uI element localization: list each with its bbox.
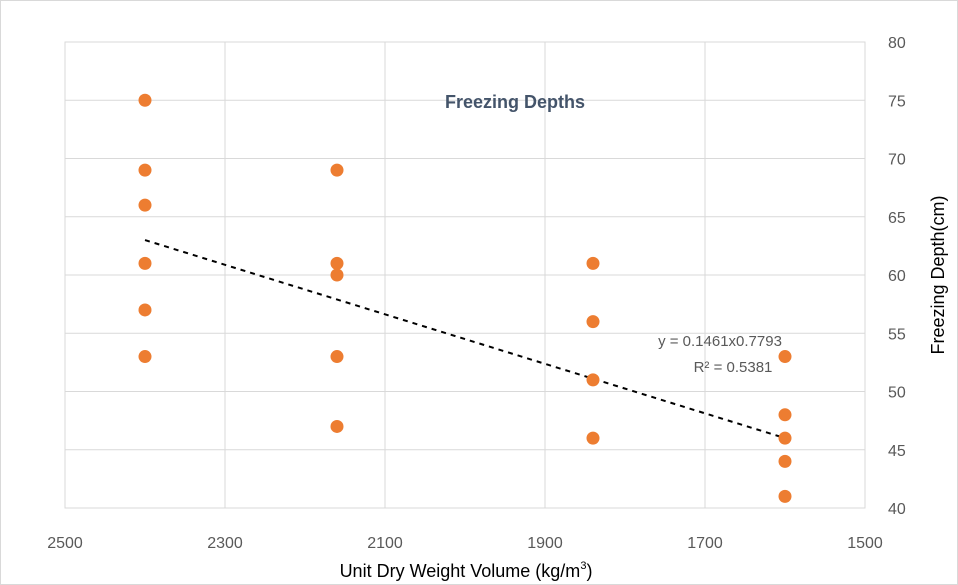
data-point <box>778 489 792 503</box>
y-tick-label: 40 <box>888 501 906 518</box>
data-point <box>138 198 152 212</box>
trendline-r-squared: R² = 0.5381 <box>694 359 773 376</box>
x-tick-label: 1900 <box>527 535 563 552</box>
data-point <box>138 350 152 364</box>
x-axis-title-main: Unit Dry Weight Volume (kg/m <box>340 561 581 581</box>
data-point <box>778 454 792 468</box>
data-point <box>138 303 152 317</box>
y-tick-label: 65 <box>888 210 906 227</box>
y-tick-label: 50 <box>888 385 906 402</box>
x-tick-label: 1500 <box>847 535 883 552</box>
data-point <box>330 268 344 282</box>
data-point <box>138 256 152 270</box>
data-point <box>330 256 344 270</box>
y-tick-label: 45 <box>888 443 906 460</box>
chart-title: Freezing Depths <box>445 92 585 112</box>
data-point <box>586 431 600 445</box>
data-point <box>138 163 152 177</box>
data-point <box>330 419 344 433</box>
data-point <box>778 431 792 445</box>
data-point <box>330 163 344 177</box>
data-point <box>138 93 152 107</box>
trendline-equation: y = 0.1461x0.7793 <box>658 333 782 350</box>
data-point <box>330 350 344 364</box>
data-point <box>586 256 600 270</box>
y-tick-label: 75 <box>888 93 906 110</box>
x-tick-label: 2300 <box>207 535 243 552</box>
data-point <box>586 373 600 387</box>
data-point <box>778 350 792 364</box>
y-axis-title: Freezing Depth(cm) <box>928 195 948 354</box>
x-tick-label: 2100 <box>367 535 403 552</box>
y-tick-label: 60 <box>888 268 906 285</box>
x-axis-title: Unit Dry Weight Volume (kg/m3) <box>340 560 593 581</box>
y-tick-label: 70 <box>888 152 906 169</box>
x-tick-label: 1700 <box>687 535 723 552</box>
gridlines <box>64 41 866 509</box>
tick-labels: 2500 2300 2100 1900 1700 1500 40 45 50 55 60 65 70 75… <box>47 35 906 552</box>
x-axis-title-end: ) <box>586 561 592 581</box>
x-axis-title-sup: 3 <box>580 560 586 572</box>
data-point <box>778 408 792 422</box>
y-tick-label: 80 <box>888 35 906 52</box>
y-tick-label: 55 <box>888 326 906 343</box>
trendline <box>144 239 786 440</box>
trendline-layer <box>144 239 786 440</box>
x-tick-label: 2500 <box>47 535 83 552</box>
data-point <box>586 315 600 329</box>
data-points <box>138 93 792 503</box>
